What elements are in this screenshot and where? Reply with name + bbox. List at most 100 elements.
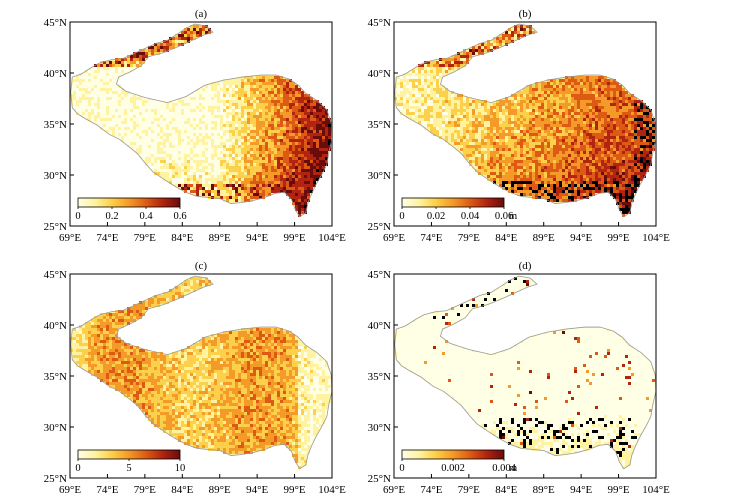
map-cell — [439, 127, 442, 130]
map-cell — [172, 46, 175, 49]
map-cell — [307, 172, 310, 175]
map-cell — [277, 88, 280, 91]
map-cell — [271, 172, 274, 175]
map-cell — [130, 115, 133, 118]
map-cell — [229, 127, 232, 130]
map-cell — [184, 115, 187, 118]
map-cell — [418, 94, 421, 97]
map-cell — [559, 154, 562, 157]
map-cell — [307, 193, 310, 196]
map-cell — [115, 109, 118, 112]
map-cell — [523, 124, 526, 127]
map-cell — [184, 31, 187, 34]
map-cell — [298, 202, 301, 205]
map-cell — [562, 133, 565, 136]
map-cell — [571, 97, 574, 100]
map-cell — [586, 154, 589, 157]
map-cell — [472, 151, 475, 154]
map-cell — [490, 103, 493, 106]
map-cell — [256, 91, 259, 94]
map-cell — [268, 166, 271, 169]
map-cell — [271, 178, 274, 181]
map-cell — [607, 151, 610, 154]
map-cell — [229, 136, 232, 139]
map-cell — [619, 88, 622, 91]
map-cell — [541, 106, 544, 109]
map-cell — [217, 196, 220, 199]
map-cell — [499, 37, 502, 40]
map-cell — [214, 127, 217, 130]
map-cell — [505, 148, 508, 151]
map-cell — [553, 88, 556, 91]
map-cell — [574, 145, 577, 148]
map-cell — [262, 157, 265, 160]
map-cell — [466, 106, 469, 109]
map-cell — [223, 139, 226, 142]
map-cell — [205, 124, 208, 127]
map-cell — [85, 112, 88, 115]
map-cell — [310, 121, 313, 124]
map-cell — [520, 28, 523, 31]
map-cell — [160, 115, 163, 118]
map-cell — [250, 169, 253, 172]
map-cell — [235, 91, 238, 94]
map-cell — [286, 190, 289, 193]
map-cell — [481, 121, 484, 124]
map-cell — [82, 82, 85, 85]
map-cell — [424, 91, 427, 94]
map-cell — [499, 124, 502, 127]
map-cell — [403, 109, 406, 112]
map-cell — [469, 151, 472, 154]
map-cell — [511, 127, 514, 130]
map-cell — [103, 112, 106, 115]
map-cell — [181, 184, 184, 187]
map-cell — [292, 145, 295, 148]
map-cell — [268, 100, 271, 103]
map-cell — [244, 79, 247, 82]
map-cell — [256, 103, 259, 106]
map-cell — [589, 136, 592, 139]
map-cell — [316, 115, 319, 118]
map-cell — [160, 160, 163, 163]
map-cell — [430, 109, 433, 112]
map-cell — [430, 118, 433, 121]
map-cell — [271, 166, 274, 169]
map-cell — [277, 118, 280, 121]
map-cell — [472, 157, 475, 160]
map-cell — [127, 121, 130, 124]
map-cell — [181, 133, 184, 136]
map-cell — [193, 34, 196, 37]
map-cell — [448, 67, 451, 70]
map-cell — [319, 166, 322, 169]
map-cell — [463, 139, 466, 142]
map-cell — [538, 148, 541, 151]
map-cell — [619, 97, 622, 100]
map-cell — [193, 187, 196, 190]
map-cell — [517, 145, 520, 148]
map-cell — [280, 130, 283, 133]
map-cell — [511, 157, 514, 160]
map-cell — [184, 28, 187, 31]
map-cell — [226, 88, 229, 91]
map-cell — [235, 139, 238, 142]
map-cell — [505, 31, 508, 34]
map-cell — [640, 157, 643, 160]
map-cell — [574, 85, 577, 88]
map-cell — [643, 130, 646, 133]
map-cell — [127, 106, 130, 109]
map-cell — [595, 163, 598, 166]
map-cell — [628, 148, 631, 151]
map-cell — [643, 133, 646, 136]
map-cell — [541, 118, 544, 121]
map-cell — [538, 130, 541, 133]
map-cell — [94, 100, 97, 103]
map-cell — [298, 187, 301, 190]
map-cell — [196, 115, 199, 118]
map-cell — [271, 154, 274, 157]
map-cell — [535, 136, 538, 139]
map-cell — [424, 88, 427, 91]
map-cell — [238, 199, 241, 202]
map-cell — [277, 151, 280, 154]
map-cell — [283, 169, 286, 172]
map-cell — [610, 109, 613, 112]
